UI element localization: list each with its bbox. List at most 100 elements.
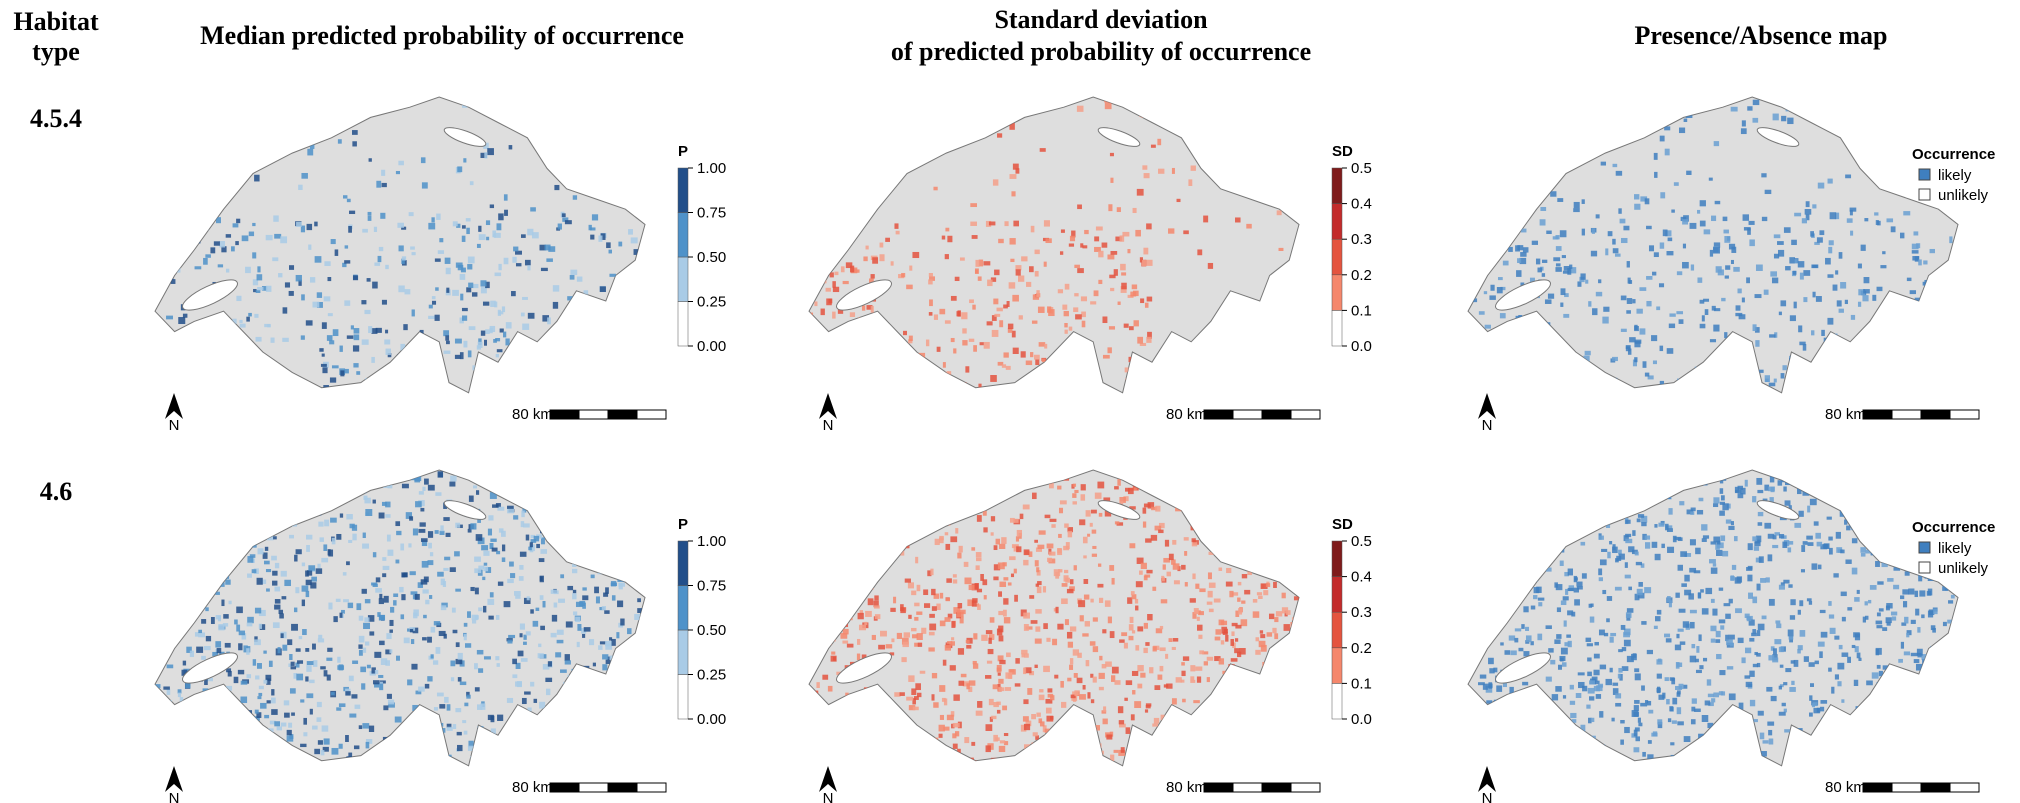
map-pixel [1012, 295, 1019, 302]
map-pixel [166, 559, 170, 566]
map-pixel [1817, 542, 1823, 547]
map-pixel [940, 715, 944, 720]
map-pixel [295, 507, 299, 512]
map-pixel [1043, 623, 1048, 629]
map-pixel [1272, 764, 1278, 768]
map-pixel [1692, 698, 1697, 703]
map-pixel [1190, 598, 1196, 602]
map-pixel [1535, 563, 1539, 570]
map-pixel [524, 733, 528, 737]
map-pixel [1665, 761, 1668, 768]
map-pixel [318, 740, 323, 745]
map-pixel [1828, 537, 1832, 541]
map-pixel [1240, 509, 1245, 514]
map-pixel [374, 227, 377, 232]
map-pixel [512, 257, 516, 263]
map-pixel [1152, 482, 1159, 488]
map-pixel [259, 733, 262, 739]
map-pixel [265, 530, 271, 535]
map-pixel [1226, 568, 1231, 573]
map-pixel [824, 758, 831, 764]
map-pixel [1083, 555, 1086, 558]
colorbar-bin [1332, 577, 1342, 613]
map-pixel [226, 234, 231, 238]
map-pixel [301, 335, 305, 339]
map-pixel [1481, 381, 1484, 387]
map-pixel [999, 544, 1005, 549]
map-pixel [1794, 259, 1797, 263]
map-pixel [1868, 600, 1871, 603]
map-pixel [1835, 270, 1838, 274]
map-pixel [1011, 574, 1014, 578]
map-pixel [942, 756, 946, 762]
map-pixel [258, 548, 264, 554]
map-pixel [430, 761, 434, 768]
map-pixel [912, 252, 919, 258]
map-pixel [349, 211, 355, 214]
map-pixel [247, 756, 252, 760]
map-pixel [811, 728, 815, 733]
map-pixel [1562, 255, 1566, 258]
map-pixel [625, 368, 631, 373]
map-pixel [1289, 505, 1295, 512]
map-pixel [193, 748, 197, 754]
map-pixel [1241, 600, 1245, 603]
map-pixel [1772, 545, 1778, 548]
map-pixel [637, 509, 640, 516]
map-pixel [886, 544, 892, 550]
map-pixel [1716, 631, 1721, 637]
map-pixel [185, 714, 189, 718]
map-pixel [468, 257, 475, 264]
map-pixel [1789, 687, 1795, 692]
map-pixel [1777, 241, 1784, 245]
map-pixel [1875, 561, 1880, 567]
map-pixel [1616, 471, 1622, 476]
map-pixel [1041, 741, 1045, 745]
map-pixel [1864, 277, 1870, 283]
map-pixel [1508, 746, 1513, 749]
map-pixel [1208, 591, 1213, 598]
map-pixel [829, 598, 834, 604]
map-pixel [359, 636, 365, 643]
map-pixel [1752, 496, 1756, 502]
map-pixel [1676, 474, 1682, 478]
map-pixel [1729, 693, 1736, 700]
map-pixel [819, 720, 824, 726]
map-pixel [929, 632, 935, 636]
map-pixel [1539, 396, 1545, 400]
map-pixel [843, 629, 849, 635]
map-pixel [1501, 365, 1507, 370]
map-pixel [978, 395, 984, 401]
map-pixel [1056, 475, 1059, 481]
map-pixel [1703, 364, 1709, 368]
map-pixel [407, 679, 412, 685]
map-pixel [930, 569, 933, 576]
map-pixel [1824, 543, 1830, 549]
map-pixel [456, 659, 463, 664]
map-pixel [1070, 352, 1076, 355]
map-pixel [353, 768, 358, 774]
map-pixel [1747, 368, 1750, 372]
map-pixel [397, 354, 403, 358]
map-pixel [308, 245, 311, 250]
map-pixel [1002, 481, 1006, 485]
map-pixel [1256, 551, 1261, 557]
map-pixel [1014, 569, 1017, 574]
map-pixel [957, 553, 961, 559]
map-pixel [1764, 523, 1771, 529]
map-pixel [1886, 302, 1891, 305]
map-pixel [925, 514, 931, 517]
map-pixel [1129, 636, 1134, 640]
map-pixel [992, 330, 999, 337]
map-pixel [1205, 497, 1209, 503]
map-pixel [361, 683, 365, 689]
map-pixel [1484, 553, 1487, 558]
map-pixel [430, 552, 433, 556]
map-pixel [519, 565, 523, 570]
map-pixel [618, 692, 622, 697]
map-pixel [290, 688, 296, 693]
map-pixel [578, 481, 585, 488]
map-pixel [1469, 338, 1476, 344]
map-pixel [1098, 564, 1101, 567]
map-pixel [1895, 337, 1902, 343]
